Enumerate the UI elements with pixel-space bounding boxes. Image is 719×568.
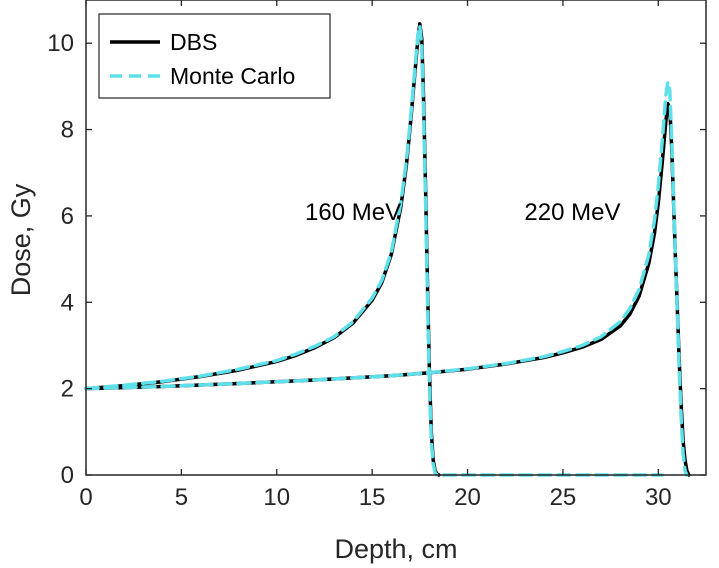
y-tick-label: 6 <box>61 203 74 230</box>
x-tick-label: 25 <box>550 484 577 511</box>
y-axis-title: Dose, Gy <box>6 183 36 296</box>
x-tick-label: 5 <box>175 484 188 511</box>
plot-area-frame <box>85 0 707 476</box>
annotation-220-mev: 220 MeV <box>524 199 620 226</box>
legend-box <box>98 13 331 99</box>
y-tick-label: 0 <box>61 462 74 489</box>
x-tick-label: 10 <box>263 484 290 511</box>
y-tick-label: 8 <box>61 117 74 144</box>
y-axis-ticks: 0 2 4 6 8 10 <box>47 30 706 489</box>
x-axis-title: Depth, cm <box>334 534 457 564</box>
legend: DBS Monte Carlo <box>98 13 331 99</box>
curve-monte-carlo-220-mev <box>84 80 689 477</box>
y-tick-label: 10 <box>47 30 74 57</box>
y-tick-label: 2 <box>61 376 74 403</box>
x-tick-label: 0 <box>79 484 92 511</box>
x-axis-ticks: 0 5 10 15 20 25 30 <box>79 0 672 511</box>
x-tick-label: 20 <box>454 484 481 511</box>
x-tick-label: 30 <box>645 484 672 511</box>
legend-monte-carlo-label: Monte Carlo <box>170 63 295 89</box>
x-tick-label: 15 <box>359 484 386 511</box>
annotation-160-mev: 160 MeV <box>305 199 401 226</box>
legend-dbs-label: DBS <box>170 29 217 55</box>
y-tick-label: 4 <box>61 289 74 316</box>
